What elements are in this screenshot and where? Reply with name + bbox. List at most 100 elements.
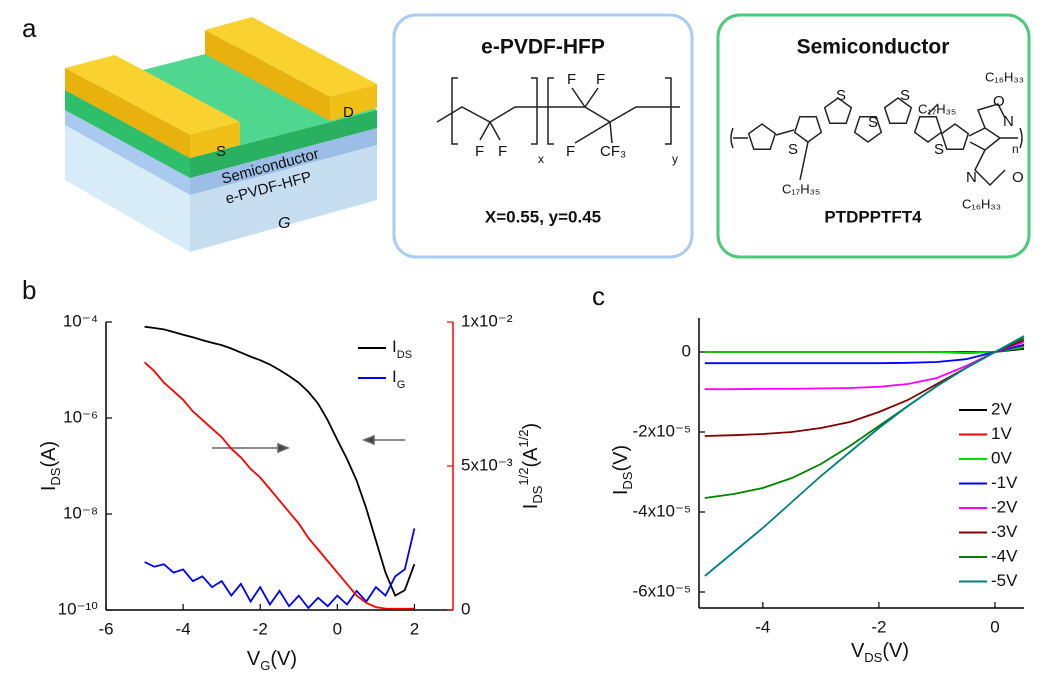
dielectric-layer xyxy=(190,128,377,195)
label-part: (V) xyxy=(270,648,297,670)
atom: S xyxy=(788,141,798,158)
x-tick-label: 0 xyxy=(990,617,999,636)
label-part: I xyxy=(38,486,60,492)
axis-label: VDS(V) xyxy=(851,640,909,665)
label-part: 1/2 xyxy=(516,429,531,447)
arrows xyxy=(212,434,405,454)
atom: x xyxy=(538,152,544,166)
label-part: V xyxy=(851,640,865,662)
y-tick-label: -6x10⁻⁵ xyxy=(632,581,691,600)
label-part: G xyxy=(260,658,270,673)
series-line xyxy=(144,528,416,610)
atom: C₁₇H₃₅ xyxy=(918,101,956,116)
source-label: S xyxy=(216,143,226,160)
x-tick-label: -2 xyxy=(253,619,268,638)
label-part: DS xyxy=(530,485,545,503)
series-line xyxy=(704,335,1025,577)
label-part: (V) xyxy=(610,445,632,472)
box-caption: X=0.55, y=0.45 xyxy=(485,207,601,226)
label-part: 1/2 xyxy=(516,468,531,486)
gate-label: G xyxy=(278,215,290,232)
source-electrode xyxy=(65,68,190,158)
axis-label: VG(V) xyxy=(247,648,297,673)
arrow-head xyxy=(361,434,375,446)
atom: F xyxy=(566,143,575,160)
ring xyxy=(853,115,883,143)
atom: C₁₆H₃₃ xyxy=(962,196,1001,211)
label-part: I xyxy=(392,367,397,386)
atom: S xyxy=(868,114,878,131)
legend-label: -1V xyxy=(991,473,1018,492)
box xyxy=(392,13,694,259)
label-part: DS xyxy=(397,349,412,361)
panel-labels: a b c xyxy=(22,13,605,311)
legend-label: -2V xyxy=(991,497,1018,516)
x-tick-label: 0 xyxy=(333,619,342,638)
atom: y xyxy=(672,152,678,166)
box-title: e-PVDF-HFP xyxy=(481,36,605,59)
atom: F xyxy=(498,143,507,160)
y-tick-label: -2x10⁻⁵ xyxy=(632,421,691,440)
ring xyxy=(747,123,777,151)
y-tick-label: 10⁻⁴ xyxy=(63,311,98,330)
gate-layer xyxy=(190,145,377,252)
series-line xyxy=(144,325,416,597)
atom: N xyxy=(966,169,977,186)
drain-label: D xyxy=(343,104,354,121)
atom: O xyxy=(1012,169,1024,186)
chart: -6 -4 -2 0 210⁻¹⁰10⁻⁸10⁻⁶10⁻⁴05x10⁻³1x10⁻²VG… xyxy=(38,311,545,673)
drain-electrode xyxy=(205,17,377,97)
y2-tick-label: 0 xyxy=(461,599,470,618)
y-tick-label: 0 xyxy=(682,341,691,360)
arrow-head xyxy=(277,442,291,454)
atom: S xyxy=(836,87,846,104)
y2-tick-label: 5x10⁻³ xyxy=(461,455,513,474)
ring xyxy=(793,115,823,143)
x-tick-label: -6 xyxy=(98,619,113,638)
panel-label: c xyxy=(592,281,605,311)
axis-label: IDS1/2(A1/2) xyxy=(516,423,545,509)
bond xyxy=(451,77,672,145)
y2-tick-label: 1x10⁻² xyxy=(461,311,513,330)
ring xyxy=(883,97,913,125)
semiconductor-layer xyxy=(190,110,377,178)
atom: CF₃ xyxy=(600,143,626,160)
ring xyxy=(940,123,970,151)
ring xyxy=(823,97,853,125)
y-tick-label: 10⁻⁶ xyxy=(63,407,98,426)
label-part: I xyxy=(392,337,397,356)
atom: S xyxy=(900,87,910,104)
atom: N xyxy=(1003,113,1014,130)
label-part: G xyxy=(397,379,406,391)
atom: n xyxy=(1012,142,1019,156)
label-part: V xyxy=(247,648,261,670)
bond xyxy=(730,127,1023,149)
legend-label: 1V xyxy=(991,424,1012,443)
label-part: I xyxy=(520,504,542,510)
ring xyxy=(913,115,943,143)
source-electrode xyxy=(65,55,240,135)
label-part: DS xyxy=(864,650,882,665)
semiconductor-box: Semiconductor S S S S S C₁₇H₃₅ C₁₇H₃₅ O … xyxy=(716,13,1031,259)
box-title: Semiconductor xyxy=(797,36,950,59)
dielectric-box: e-PVDF-HFP F F x F F F CF₃ y X=0.55, y=0… xyxy=(392,13,694,259)
atom: C₁₆H₃₃ xyxy=(985,69,1024,84)
axis-label: IDS xyxy=(392,337,412,360)
box xyxy=(716,13,1031,259)
drain-electrode xyxy=(205,30,330,121)
axis-label: IDS(A) xyxy=(38,441,63,491)
y-tick-label: 10⁻⁸ xyxy=(63,503,98,522)
bond xyxy=(775,103,1006,187)
label-part: (A) xyxy=(38,441,60,468)
axis-label: IG xyxy=(392,367,405,390)
box-caption: PTDPPTFT4 xyxy=(824,207,922,226)
atom: F xyxy=(596,71,605,88)
axis-label: IDS(V) xyxy=(610,445,635,495)
drain-electrode xyxy=(330,84,377,121)
series-line xyxy=(143,361,415,610)
label-part: (A xyxy=(520,447,542,468)
atom: O xyxy=(993,93,1005,110)
device-schematic: S D Semiconductor e-PVDF-HFP G xyxy=(65,17,377,252)
legend-label: -5V xyxy=(991,571,1018,590)
